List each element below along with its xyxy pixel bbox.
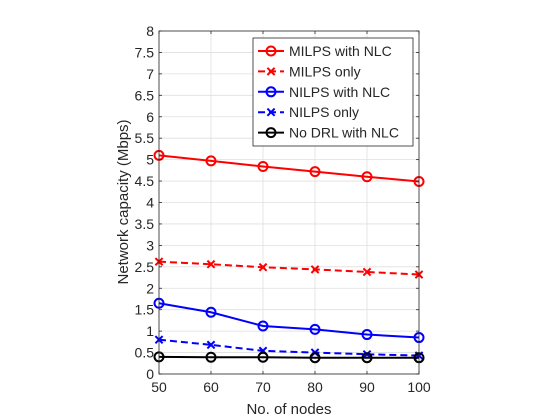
x-axis-label: No. of nodes — [246, 401, 331, 418]
x-tick-label: 50 — [151, 379, 167, 395]
data-point — [205, 351, 217, 363]
data-point — [309, 323, 321, 335]
y-tick-label: 8 — [146, 23, 154, 39]
legend-label: MILPS with NLC — [289, 43, 392, 59]
data-point — [361, 352, 373, 364]
y-tick-label: 6 — [146, 109, 154, 125]
legend-swatch-marker — [266, 67, 276, 76]
y-tick-label: 0.5 — [135, 345, 155, 361]
y-tick-label: 5.5 — [135, 130, 155, 146]
data-point — [309, 166, 321, 178]
data-point — [257, 320, 269, 332]
data-point — [362, 349, 372, 359]
y-tick-label: 1.5 — [135, 302, 155, 318]
y-tick-label: 2.5 — [135, 259, 155, 275]
x-tick-label: 80 — [307, 379, 323, 395]
y-tick-label: 4 — [146, 195, 154, 211]
data-point — [362, 267, 372, 277]
legend-swatch-marker — [265, 45, 277, 57]
x-tick-label: 100 — [407, 379, 431, 395]
x-tick-label: 70 — [255, 379, 271, 395]
axes: 50 60 70 80 90 100 0 0.5 1 1.5 2 2.5 3 3.5 4 4.5 5 5.5 6 6.… — [135, 23, 431, 395]
y-tick-label: 6.5 — [135, 87, 155, 103]
legend-swatch-marker — [265, 86, 277, 98]
data-point — [205, 155, 217, 167]
legend-swatch-marker — [266, 107, 276, 117]
x-tick-label: 90 — [359, 379, 375, 395]
y-tick-label: 7.5 — [135, 44, 155, 60]
y-tick-label: 7 — [146, 66, 154, 82]
data-point — [309, 352, 321, 364]
data-point — [257, 351, 269, 363]
y-tick-label: 2 — [146, 280, 154, 296]
y-tick-label: 5 — [146, 152, 154, 168]
series-layer — [153, 149, 425, 364]
data-point — [206, 259, 216, 269]
y-tick-label: 0 — [146, 366, 154, 382]
series-line — [158, 302, 420, 339]
legend: MILPS with NLC MILPS only NILPS with NLC NI… — [252, 37, 414, 147]
y-tick-label: 3 — [146, 237, 154, 253]
data-point — [257, 160, 269, 172]
y-tick-label: 3.5 — [135, 216, 155, 232]
data-point — [258, 262, 268, 272]
data-point — [361, 329, 373, 341]
series-1 — [153, 149, 425, 187]
series-line — [158, 355, 419, 359]
series-line — [158, 154, 420, 183]
data-point — [310, 265, 320, 274]
data-point — [206, 340, 216, 350]
data-point — [205, 306, 217, 318]
y-axis-label: Network capacity (Mbps) — [115, 119, 132, 284]
x-tick-label: 60 — [203, 379, 219, 395]
data-point — [361, 171, 373, 183]
legend-swatch-marker — [265, 127, 277, 139]
legend-label: NILPS with NLC — [289, 84, 390, 100]
legend-label: MILPS only — [289, 63, 361, 79]
legend-label: No DRL with NLC — [289, 125, 399, 141]
y-tick-label: 1 — [146, 323, 154, 339]
legend-label: NILPS only — [289, 104, 359, 120]
y-tick-label: 4.5 — [135, 173, 155, 189]
